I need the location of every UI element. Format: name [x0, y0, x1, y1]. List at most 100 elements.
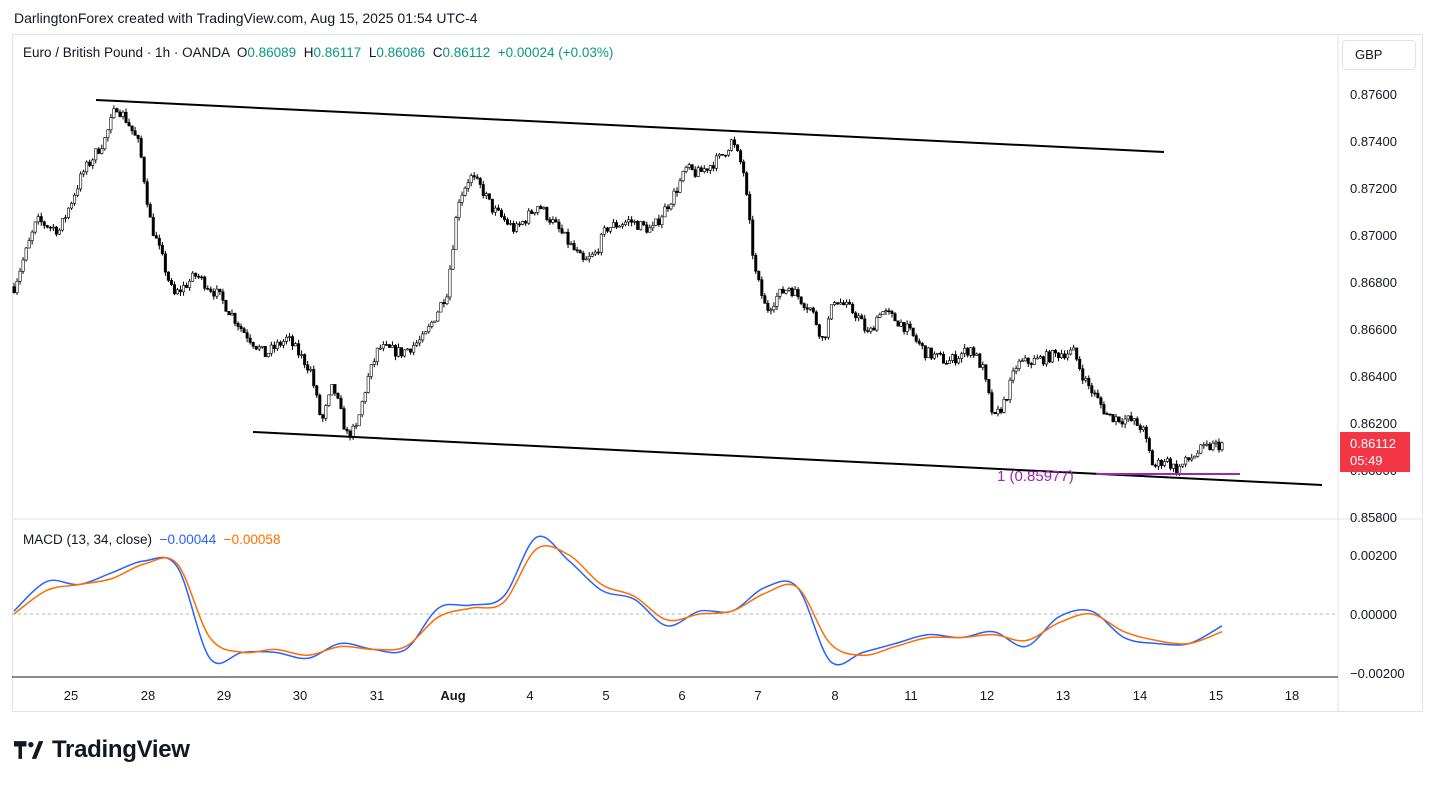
candle	[923, 345, 927, 361]
upper-trendline[interactable]	[95, 99, 1165, 153]
candle	[1081, 364, 1085, 385]
candle	[1123, 414, 1127, 429]
candle	[133, 126, 137, 136]
candle	[572, 240, 576, 251]
candle	[363, 391, 367, 405]
symbol-name[interactable]: Euro / British Pound · 1h · OANDA	[23, 45, 230, 60]
candle	[863, 314, 867, 334]
candle	[288, 332, 292, 342]
candle	[975, 352, 979, 356]
currency-button[interactable]: GBP	[1342, 40, 1416, 70]
candle	[375, 347, 379, 366]
candle	[533, 212, 537, 216]
candle	[893, 312, 897, 322]
candle	[21, 257, 25, 274]
candle	[621, 222, 625, 229]
candle	[463, 186, 467, 197]
candle	[845, 299, 849, 308]
candle	[566, 228, 570, 249]
candle	[478, 176, 482, 189]
candle	[1099, 396, 1103, 409]
candle	[1114, 413, 1118, 426]
candle	[45, 224, 49, 229]
candle	[366, 373, 370, 394]
candle	[669, 202, 673, 211]
candle	[890, 309, 894, 318]
fib-level-label: 1 (0.85977)	[997, 468, 1074, 485]
candle	[88, 159, 92, 167]
candle	[400, 347, 404, 358]
candle	[487, 193, 491, 201]
time-tick-label: 30	[293, 688, 307, 703]
candle	[1038, 354, 1042, 359]
candle	[1199, 444, 1203, 455]
candle	[403, 349, 407, 358]
candle	[1202, 442, 1206, 449]
macd-lines	[13, 535, 1223, 666]
candle	[875, 315, 879, 332]
candle	[748, 191, 752, 224]
candle	[751, 215, 755, 260]
macd-title[interactable]: MACD (13, 34, close)	[23, 532, 153, 547]
candle	[951, 353, 955, 364]
candle	[1053, 349, 1057, 357]
candle	[348, 429, 352, 441]
candle	[781, 286, 785, 294]
candle	[303, 353, 307, 369]
candle	[15, 278, 19, 295]
candle	[820, 336, 824, 341]
candle	[866, 327, 870, 334]
candle	[327, 394, 331, 407]
candle	[387, 343, 391, 348]
candle	[472, 172, 476, 181]
candle	[291, 334, 295, 350]
candle	[530, 209, 534, 215]
candle	[899, 319, 903, 328]
candle	[224, 299, 228, 312]
candle	[521, 220, 525, 226]
candle	[984, 364, 988, 382]
candle	[378, 344, 382, 350]
candle	[999, 407, 1003, 415]
candle	[763, 293, 767, 304]
candle	[39, 212, 43, 226]
candle	[960, 351, 964, 363]
candle	[948, 356, 952, 364]
candle	[330, 384, 334, 396]
candle	[666, 204, 670, 212]
candle	[578, 249, 582, 254]
candle	[802, 302, 806, 311]
candle	[760, 276, 764, 299]
candle	[714, 153, 718, 172]
candle	[1075, 347, 1079, 362]
candle	[1172, 463, 1176, 472]
candle	[1008, 377, 1012, 403]
candle	[608, 227, 612, 234]
candle	[360, 400, 364, 418]
candle	[218, 288, 222, 296]
candle	[790, 286, 794, 298]
price-tick-label: 0.86200	[1350, 416, 1397, 431]
candle	[908, 320, 912, 331]
candle	[929, 347, 933, 361]
candle	[1129, 411, 1133, 422]
candle	[957, 355, 961, 365]
candle	[381, 341, 385, 352]
candle	[766, 300, 770, 313]
candle	[112, 105, 116, 119]
candle	[636, 220, 640, 230]
candle	[569, 241, 573, 246]
candles	[12, 105, 1224, 476]
candle	[433, 320, 437, 323]
candle	[663, 203, 667, 218]
low-value: 0.86086	[376, 45, 426, 60]
candle	[978, 352, 982, 368]
candle	[1150, 449, 1154, 466]
lower-trendline[interactable]	[252, 431, 1323, 486]
candle	[787, 287, 791, 292]
candle	[209, 286, 213, 294]
candle	[557, 218, 561, 233]
candle	[832, 301, 836, 307]
candle	[457, 199, 461, 221]
